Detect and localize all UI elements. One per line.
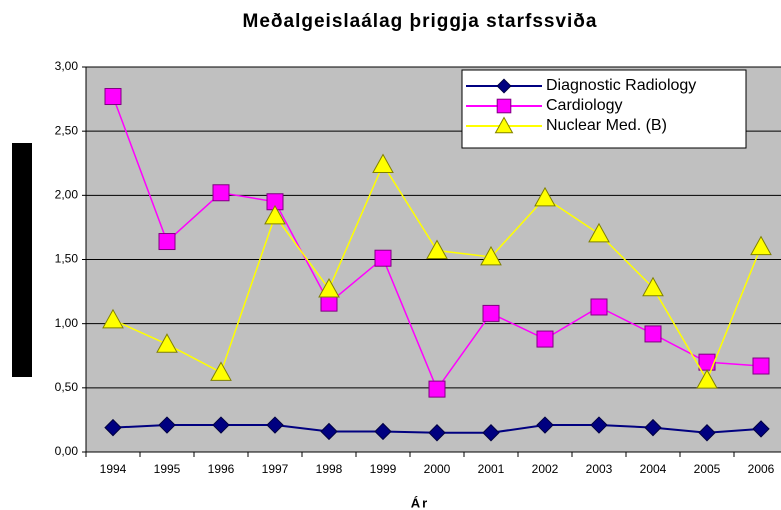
marker: [496, 98, 512, 114]
marker: [496, 78, 512, 94]
marker: [158, 416, 176, 434]
marker: [102, 308, 124, 329]
marker: [104, 88, 122, 106]
x-tick-label: 1999: [370, 462, 397, 476]
marker: [644, 418, 662, 437]
marker: [494, 116, 514, 134]
marker: [156, 333, 178, 353]
marker: [590, 298, 608, 316]
marker: [374, 249, 392, 267]
x-tick-label: 1997: [262, 462, 289, 476]
marker: [698, 424, 716, 442]
marker: [264, 204, 286, 225]
marker: [318, 277, 340, 298]
marker: [320, 294, 338, 312]
y-tick-label: 2,50: [55, 123, 79, 137]
marker: [428, 380, 446, 398]
x-tick-label: 1998: [316, 462, 343, 476]
legend-label: Cardiology: [546, 97, 622, 114]
x-tick-label: 2002: [532, 462, 559, 476]
x-tick-label: 2006: [748, 462, 775, 476]
marker: [212, 184, 230, 202]
y-tick-label: 1,50: [55, 252, 79, 266]
x-tick-label: 1996: [208, 462, 235, 476]
legend-label: Nuclear Med. (B): [546, 117, 667, 134]
redacted-label: [12, 143, 32, 377]
marker: [320, 422, 338, 441]
x-tick-label: 2000: [424, 462, 451, 476]
marker: [536, 416, 554, 434]
marker: [482, 424, 500, 442]
marker: [644, 325, 662, 343]
y-tick-label: 0,50: [55, 380, 79, 394]
marker: [104, 418, 122, 437]
chart-title: Meðalgeislaálag þriggja starfssviða: [243, 11, 598, 32]
marker: [588, 222, 610, 243]
marker: [158, 233, 176, 251]
marker: [534, 186, 556, 207]
marker: [212, 416, 230, 434]
marker: [372, 153, 394, 174]
x-tick-label: 2003: [586, 462, 613, 476]
x-tick-label: 2005: [694, 462, 721, 476]
y-tick-label: 0,00: [55, 444, 79, 458]
marker: [536, 330, 554, 348]
x-tick-label: 1994: [100, 462, 127, 476]
marker: [266, 416, 284, 434]
marker: [752, 420, 770, 438]
marker: [210, 361, 232, 381]
x-tick-label: 2001: [478, 462, 505, 476]
x-tick-label: 2004: [640, 462, 667, 476]
x-axis-label: Ár: [411, 495, 429, 510]
marker: [750, 235, 772, 256]
marker: [482, 304, 500, 322]
marker: [590, 416, 608, 434]
legend-label: Diagnostic Radiology: [546, 77, 696, 94]
x-tick-label: 1995: [154, 462, 181, 476]
marker: [428, 424, 446, 442]
marker: [374, 422, 392, 441]
marker: [642, 276, 664, 297]
marker: [426, 239, 448, 260]
marker: [752, 357, 770, 375]
marker: [480, 245, 502, 266]
marker: [696, 369, 718, 389]
y-tick-label: 1,00: [55, 316, 79, 330]
y-tick-label: 2,00: [55, 188, 79, 202]
y-tick-label: 3,00: [55, 59, 79, 73]
